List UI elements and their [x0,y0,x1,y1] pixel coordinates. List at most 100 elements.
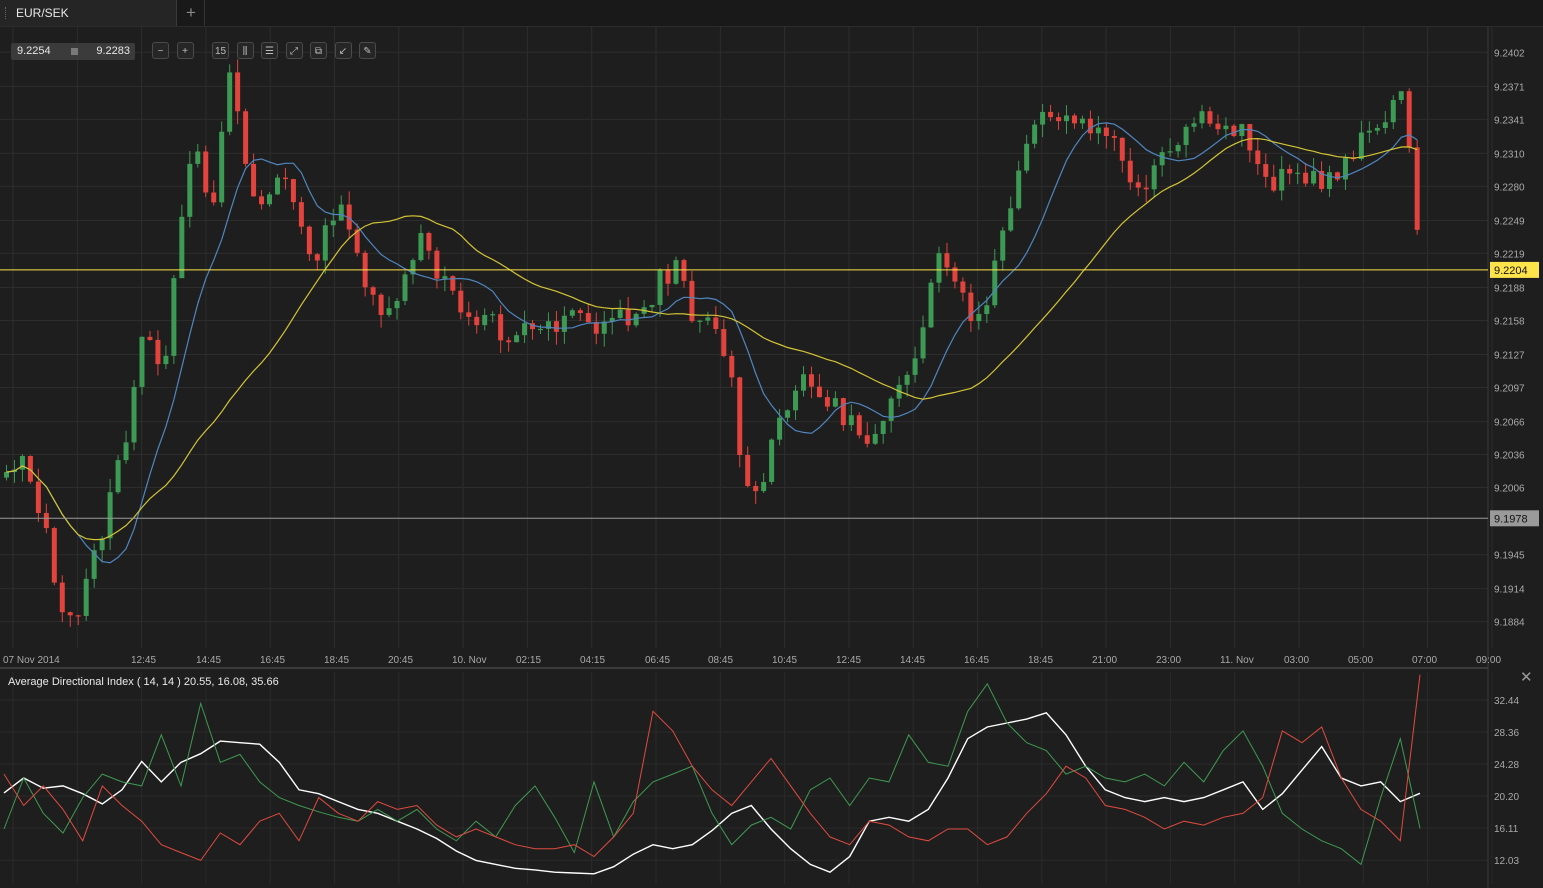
candle-body [1358,132,1364,159]
candle-body [553,321,559,332]
candle-body [203,151,209,193]
candle-body [1366,130,1372,133]
candle-body [458,290,464,313]
price-axis: 9.2402 9.2371 9.2341 9.2310 9.2280 9.2249 9.22… [1494,48,1525,867]
candle-body [864,435,870,444]
candle-body [370,287,376,295]
copy-icon[interactable]: ⧉ [310,42,327,59]
candle-body [753,485,759,492]
candle-body [808,374,814,387]
candle-body [577,310,583,314]
candle-body [1223,125,1229,130]
adx-y-tick-label: 12.03 [1494,856,1519,867]
draw-icon[interactable]: ✎ [359,42,376,59]
candle-body [960,281,966,293]
y-tick-label: 9.1945 [1494,551,1525,562]
zoom-in-icon[interactable]: + [176,42,194,59]
x-tick-label: 20:45 [388,655,413,666]
export-icon[interactable]: ↙ [334,42,352,59]
candle-body [872,433,878,444]
y-tick-label: 9.1914 [1494,585,1525,596]
candle-body [1199,111,1205,124]
x-tick-label: 07:00 [1412,655,1437,666]
candle-body [1095,127,1101,134]
candle-body [593,322,599,334]
candle-body [1327,172,1333,189]
candle-body [179,216,185,279]
x-tick-label: 12:45 [836,655,861,666]
adx-y-tick-label: 32.44 [1494,696,1519,707]
candle-body [745,454,751,486]
chart-type-icon[interactable]: ⫼ [236,42,254,59]
ma-slow-line [6,137,1418,541]
candle-body [394,300,400,309]
ma-fast-line [6,122,1418,564]
candle-body [944,253,950,268]
candle-body [1087,118,1093,134]
candle-body [1319,170,1325,189]
candle-body [1119,137,1125,161]
candle-body [1183,126,1189,146]
tab-eursek[interactable]: EUR/SEK [0,0,177,26]
bid-ask-box[interactable]: 9.2254 9.2283 [11,43,135,60]
x-tick-label: 23:00 [1156,655,1181,666]
fit-icon[interactable]: ⤢ [285,42,303,59]
candle-body [259,196,265,205]
y-tick-label: 9.2280 [1494,182,1525,193]
candle-body [561,315,567,332]
candle-body [227,72,233,132]
candle-body [1398,91,1404,100]
candle-body [83,578,89,616]
x-tick-label: 16:45 [260,655,285,666]
add-tab-button[interactable]: + [178,0,205,26]
candle-body [785,410,791,418]
candle-body [976,314,982,322]
candle-body [1032,124,1038,144]
candle-body [968,292,974,322]
candle-body [952,267,958,282]
drag-handle-icon[interactable] [5,7,8,19]
candle-body [777,417,783,440]
candle-body [912,358,918,375]
candle-body [474,316,480,326]
candle-body [1263,164,1269,177]
candle-body [43,513,49,529]
candle-body [737,377,743,455]
level-label: 9.1978 [1494,513,1528,525]
candle-body [1303,172,1309,184]
candle-body [1406,91,1412,148]
candle-body [251,163,257,197]
candle-body [466,312,472,317]
candle-body [514,335,520,343]
candle-body [609,317,615,322]
candle-body [267,194,273,205]
settings-icon[interactable]: ☰ [261,42,278,59]
y-tick-label: 9.2097 [1494,384,1525,395]
candle-body [131,386,137,443]
close-indicator-icon[interactable]: ✕ [1520,669,1533,686]
candle-body [801,374,806,391]
candle-body [1000,230,1006,261]
candle-body [123,442,129,461]
zoom-out-icon[interactable]: − [152,42,169,59]
candle-body [51,528,57,583]
candle-body [314,254,320,261]
level-badge [1490,261,1539,278]
candle-body [282,177,288,180]
candle-body [816,386,822,398]
candle-body [729,355,735,378]
candle-body [147,336,153,340]
candle-body [793,390,799,411]
candle-body [418,233,424,261]
candle-body [1247,124,1253,151]
candle-body [904,374,910,385]
candle-body [1311,170,1317,184]
candle-body [1191,123,1197,127]
timeframe-icon[interactable]: 15 [212,42,229,59]
candle-body [1103,127,1109,136]
y-tick-label: 9.2127 [1494,351,1525,362]
y-tick-label: 9.2310 [1494,149,1525,160]
x-tick-label: 06:45 [645,655,670,666]
candle-body [569,310,575,316]
